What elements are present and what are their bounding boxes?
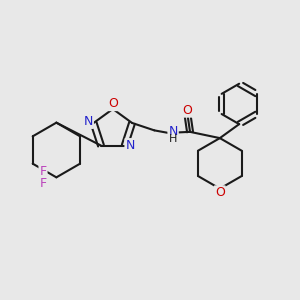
Text: F: F: [39, 166, 46, 178]
Text: O: O: [215, 186, 225, 199]
Text: F: F: [39, 177, 46, 190]
Text: H: H: [169, 134, 177, 144]
Text: N: N: [168, 125, 178, 138]
Text: N: N: [125, 139, 135, 152]
Text: O: O: [108, 97, 118, 110]
Text: N: N: [84, 115, 93, 128]
Text: O: O: [183, 104, 193, 117]
